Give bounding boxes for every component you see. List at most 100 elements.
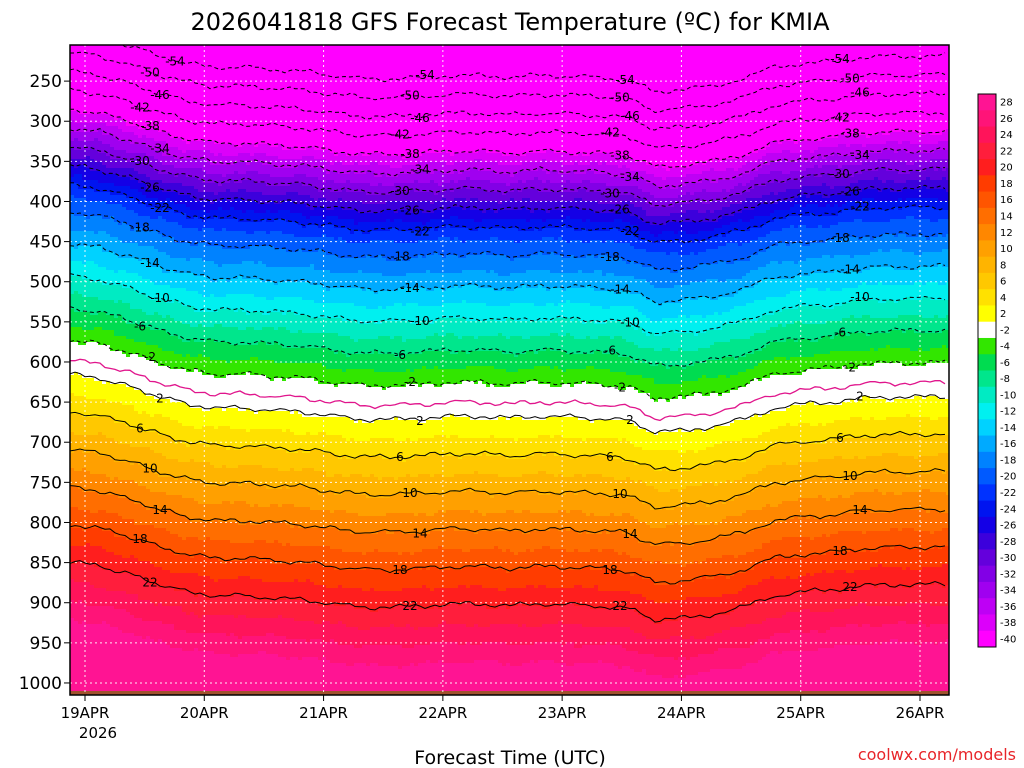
field-cell: [206, 297, 211, 313]
field-cell: [414, 156, 419, 166]
field-cell: [130, 615, 135, 634]
field-cell: [634, 558, 639, 574]
field-cell: [494, 570, 499, 589]
field-cell: [590, 549, 595, 571]
field-cell: [406, 384, 411, 421]
field-cell: [450, 201, 455, 208]
field-cell: [294, 600, 299, 622]
field-cell: [646, 222, 651, 232]
field-cell: [282, 195, 287, 202]
field-cell: [78, 396, 83, 415]
field-cell: [526, 645, 531, 664]
field-cell: [174, 213, 179, 223]
field-cell: [266, 558, 271, 583]
field-cell: [502, 210, 507, 220]
field-cell: [234, 657, 239, 695]
field-cell: [390, 552, 395, 574]
field-cell: [534, 228, 539, 241]
field-cell: [618, 516, 623, 532]
field-cell: [522, 354, 527, 370]
field-cell: [234, 231, 239, 250]
field-cell: [166, 570, 171, 589]
field-cell: [78, 375, 83, 397]
field-cell: [566, 318, 571, 334]
field-cell: [82, 378, 87, 397]
field-cell: [298, 297, 303, 316]
field-cell: [98, 201, 103, 217]
field-cell: [194, 462, 199, 481]
field-cell: [614, 204, 619, 214]
field-cell: [302, 45, 307, 151]
field-cell: [258, 204, 263, 214]
field-cell: [338, 645, 343, 664]
field-cell: [562, 477, 567, 496]
field-cell: [330, 435, 335, 454]
field-cell: [234, 501, 239, 523]
field-cell: [486, 180, 491, 193]
field-cell: [446, 237, 451, 256]
field-cell: [482, 201, 487, 214]
field-cell: [518, 258, 523, 274]
field-cell: [438, 531, 443, 547]
field-cell: [118, 186, 123, 196]
field-cell: [210, 504, 215, 523]
field-cell: [146, 138, 151, 148]
field-cell: [418, 645, 423, 664]
field-cell: [494, 369, 499, 388]
field-cell: [262, 636, 267, 652]
field-cell: [138, 447, 143, 466]
field-cell: [302, 639, 307, 658]
field-cell: [586, 336, 591, 355]
field-cell: [206, 357, 211, 376]
field-cell: [246, 345, 251, 361]
field-cell: [474, 351, 479, 367]
field-cell: [206, 576, 211, 601]
field-cell: [410, 513, 415, 535]
field-cell: [342, 273, 347, 289]
field-cell: [486, 321, 491, 337]
field-cell: [334, 588, 339, 607]
field-cell: [354, 243, 359, 259]
field-cell: [406, 165, 411, 175]
field-cell: [394, 441, 399, 460]
field-cell: [470, 567, 475, 586]
field-cell: [242, 501, 247, 526]
field-cell: [154, 189, 159, 199]
field-cell: [606, 165, 611, 175]
field-cell: [374, 570, 379, 592]
field-cell: [654, 510, 659, 529]
field-cell: [158, 603, 163, 622]
field-cell: [194, 312, 199, 328]
field-cell: [330, 567, 335, 589]
field-cell: [226, 294, 231, 310]
field-cell: [282, 486, 287, 505]
field-cell: [314, 318, 319, 334]
field-cell: [142, 204, 147, 217]
field-cell: [366, 156, 371, 166]
field-cell: [518, 477, 523, 493]
field-cell: [110, 300, 115, 316]
field-cell: [142, 486, 147, 508]
field-cell: [190, 210, 195, 220]
field-cell: [298, 564, 303, 583]
field-cell: [454, 45, 459, 154]
field-cell: [510, 624, 515, 646]
field-cell: [262, 264, 267, 283]
field-cell: [610, 45, 615, 157]
field-cell: [446, 351, 451, 370]
field-cell: [522, 384, 527, 421]
field-cell: [70, 375, 75, 394]
field-cell: [610, 156, 615, 166]
field-cell: [322, 366, 327, 385]
field-cell: [306, 642, 311, 658]
field-cell: [654, 639, 659, 658]
field-cell: [306, 267, 311, 283]
field-cell: [466, 663, 471, 695]
field-cell: [322, 657, 327, 695]
field-cell: [486, 255, 491, 274]
field-cell: [538, 435, 543, 454]
field-cell: [554, 435, 559, 457]
field-cell: [502, 156, 507, 166]
field-cell: [570, 354, 575, 370]
field-cell: [578, 438, 583, 457]
